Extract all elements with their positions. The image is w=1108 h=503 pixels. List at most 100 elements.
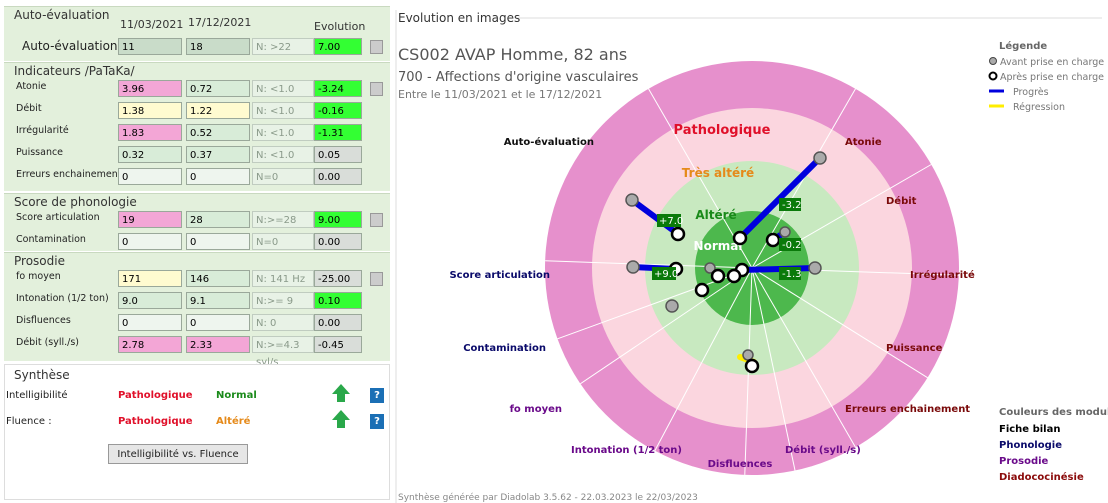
icon [370, 40, 383, 54]
module-colors: Couleurs des modules Fiche bilan Phonolo… [999, 407, 1108, 483]
legend-title: Légende [999, 40, 1047, 52]
button[interactable]: Intelligibilité vs. Fluence [108, 444, 248, 464]
value-cell: 146 [186, 270, 250, 287]
evolution-cell: 0.00 [314, 233, 362, 250]
section-title: Synthèse [14, 368, 70, 382]
change-badge [779, 267, 801, 280]
row-label: Erreurs enchainement [16, 169, 122, 180]
value-cell: 3.96 [118, 80, 182, 97]
value-cell: 1.22 [186, 102, 250, 119]
section [4, 364, 390, 500]
before-point [813, 151, 827, 165]
patient: CS002 AVAP Homme, 82 ans [398, 45, 627, 64]
trend-arrow-stem [337, 420, 345, 428]
help-button[interactable]: ? [370, 414, 384, 429]
section-title: Score de phonologie [14, 195, 137, 209]
help-button[interactable]: ? [370, 388, 384, 403]
before-points [625, 151, 827, 361]
progress-line [739, 265, 818, 273]
column-header: 17/12/2021 [188, 16, 252, 29]
icon [370, 82, 383, 96]
legend-item: Progrès [1013, 87, 1049, 98]
before-point [665, 299, 679, 313]
before-point [742, 349, 754, 361]
footer: Synthèse générée par Diadolab 3.5.62 - 2… [398, 492, 698, 503]
before-point [779, 226, 791, 238]
value-cell: 11 [118, 38, 182, 55]
legend-item: Régression [1013, 102, 1065, 113]
row-label: Auto-évaluation [22, 39, 118, 53]
norm-cell: N: <1.0 [252, 80, 314, 97]
value-cell: 0 [118, 314, 182, 331]
norm-cell: N: <1.0 [252, 102, 314, 119]
after-point [694, 282, 710, 298]
axis-label: Contamination [463, 343, 546, 354]
trend-arrow-stem [337, 394, 345, 402]
evolution-cell: -25.00 [314, 270, 362, 287]
evolution-cell: -1.31 [314, 124, 362, 141]
value-cell: 19 [118, 211, 182, 228]
synthese-before: Pathologique [118, 416, 193, 427]
change-label: -1.3 [782, 269, 802, 280]
evolution-cell: 0.10 [314, 292, 362, 309]
norm-cell: N: >22 [252, 38, 314, 55]
axis-label: Auto-évaluation [504, 136, 594, 148]
value-cell: 0 [118, 233, 182, 250]
value-cell: 0 [118, 168, 182, 185]
change-label: +7.0 [659, 216, 683, 227]
legend: Légende Avant prise en charge Après pris… [988, 40, 1104, 113]
section-title: Auto-évaluation [14, 8, 110, 22]
norm-cell: N:>=4.3 syl/s [252, 336, 314, 368]
row-label: Débit (syll./s) [16, 337, 80, 348]
module: Diadococinésie [999, 471, 1084, 483]
period: Entre le 11/03/2021 et le 17/12/2021 [398, 88, 602, 101]
icon [370, 213, 383, 227]
value-cell: 0 [186, 314, 250, 331]
value-cell: 28 [186, 211, 250, 228]
evolution-cell: 0.05 [314, 146, 362, 163]
row-label: Contamination [16, 234, 86, 245]
row-label: Débit [16, 103, 42, 114]
value-cell: 0.37 [186, 146, 250, 163]
axis-label: Disfluences [708, 459, 773, 470]
module: Phonologie [999, 440, 1062, 451]
icon [370, 272, 383, 286]
after-point [765, 232, 781, 248]
change-label: -3.2 [782, 200, 802, 211]
value-cell: 0.72 [186, 80, 250, 97]
section-title: Indicateurs /PaTaKa/ [14, 64, 135, 78]
evolution-cell: 9.00 [314, 211, 362, 228]
axis-label: Débit (syll./s) [785, 444, 861, 456]
right-panel: Evolution en images CS002 AVAP Homme, 82… [395, 10, 1108, 503]
row-label: Irrégularité [16, 125, 69, 136]
evolution-cell: -0.16 [314, 102, 362, 119]
before-point [808, 261, 822, 275]
module: Prosodie [999, 456, 1049, 467]
row-label: Intonation (1/2 ton) [16, 293, 109, 304]
change-label: +9.0 [654, 269, 678, 280]
column-header: Evolution [314, 20, 366, 33]
value-cell: 0 [186, 168, 250, 185]
change-badge [657, 214, 681, 227]
row-label: Score articulation [16, 212, 100, 223]
radar: Pathologique Très altéré Altéré Normal -… [449, 61, 975, 475]
progress-line [629, 197, 681, 237]
after-points [668, 226, 781, 374]
evolution-cell: -0.45 [314, 336, 362, 353]
evolution-cell: 0.00 [314, 314, 362, 331]
evolution-cell: 0.00 [314, 168, 362, 185]
evolution-cell: -3.24 [314, 80, 362, 97]
before-point [704, 262, 716, 274]
synthese-before: Pathologique [118, 390, 193, 401]
norm-cell: N:>=28 [252, 211, 314, 228]
change-badge [779, 198, 801, 211]
axis-label: Puissance [886, 343, 943, 354]
value-cell: 2.78 [118, 336, 182, 353]
section-title: Prosodie [14, 254, 65, 268]
after-point [732, 230, 748, 246]
spoke [751, 267, 796, 471]
row-label: Puissance [16, 147, 64, 158]
after-point [726, 268, 742, 284]
after-point [710, 268, 726, 284]
